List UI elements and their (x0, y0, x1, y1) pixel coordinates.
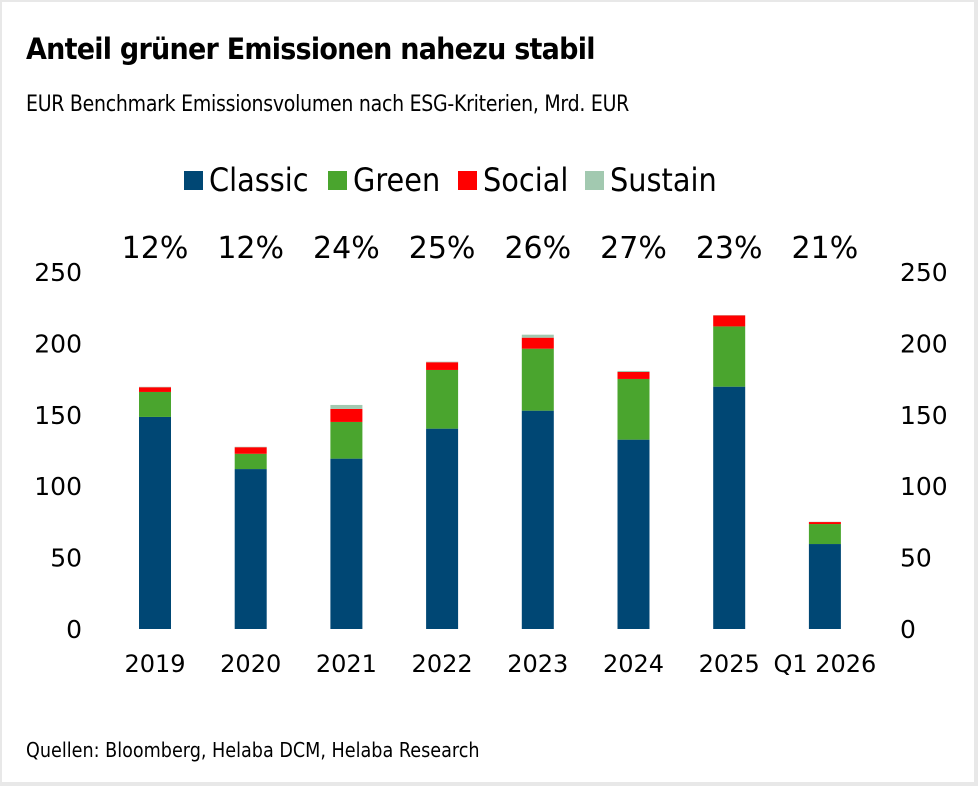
y-tick-left-0: 0 (66, 615, 82, 644)
legend-label-green: Green (352, 161, 440, 199)
legend-label-classic: Classic (209, 161, 309, 199)
green-share-label-2019: 12% (122, 231, 189, 266)
legend-swatch-sustain (585, 170, 605, 190)
y-tick-right-200: 200 (900, 329, 948, 358)
y-tick-right-250: 250 (900, 258, 948, 287)
bar-green-2024 (617, 378, 650, 440)
y-tick-left-150: 150 (34, 401, 82, 430)
bar-group-2024 (617, 370, 650, 629)
bar-group-2025 (713, 315, 746, 629)
bar-classic-2022 (426, 428, 459, 629)
legend-item-classic: Classic (184, 161, 309, 199)
legend-item-green: Green (327, 161, 440, 199)
legend-swatch-green (327, 170, 347, 190)
green-share-label-2023: 26% (504, 231, 571, 266)
bar-sustain-2022 (426, 361, 459, 363)
legend-swatch-social (457, 170, 477, 190)
bar-group-q1-2026 (808, 521, 841, 629)
bar-social-2022 (426, 362, 459, 370)
bar-social-2019 (139, 387, 171, 392)
chart-subtitle: EUR Benchmark Emissionsvolumen nach ESG-… (26, 92, 630, 117)
bar-green-q1-2026 (808, 524, 841, 545)
legend-item-social: Social (457, 161, 568, 199)
bar-social-2020 (234, 447, 267, 454)
y-tick-right-100: 100 (900, 472, 948, 501)
bar-green-2021 (330, 421, 363, 459)
x-tick-2021: 2021 (316, 650, 377, 678)
bar-classic-2020 (234, 469, 267, 629)
chart-title: Anteil grüner Emissionen nahezu stabil (26, 32, 595, 66)
legend-item-sustain: Sustain (585, 161, 718, 199)
bar-group-2019 (139, 386, 171, 629)
green-share-label-2021: 24% (313, 231, 380, 266)
bar-sustain-2023 (521, 334, 554, 338)
bar-green-2023 (521, 348, 554, 411)
legend: Classic Green Social Sustain (184, 158, 737, 202)
bar-green-2022 (426, 369, 459, 429)
bar-sustain-2021 (330, 404, 363, 409)
bar-classic-2025 (713, 386, 746, 629)
legend-label-sustain: Sustain (610, 161, 718, 199)
y-tick-left-250: 250 (34, 258, 82, 287)
bar-group-2023 (521, 334, 554, 629)
bar-group-2021 (330, 404, 363, 629)
bar-group-2022 (426, 361, 459, 629)
x-tick-2024: 2024 (603, 650, 664, 678)
x-tick-2020: 2020 (220, 650, 281, 678)
y-tick-left-200: 200 (34, 329, 82, 358)
y-tick-right-150: 150 (900, 401, 948, 430)
bar-social-q1-2026 (808, 522, 841, 525)
bar-classic-2024 (617, 439, 650, 629)
x-tick-2023: 2023 (507, 650, 568, 678)
green-share-label-2020: 12% (217, 231, 284, 266)
y-tick-left-50: 50 (50, 544, 82, 573)
bar-green-2020 (234, 453, 267, 470)
bar-classic-2021 (330, 458, 363, 629)
bar-social-2023 (521, 337, 554, 349)
bar-sustain-2024 (617, 370, 650, 372)
green-share-label-q1-2026: 21% (792, 231, 859, 266)
bar-classic-2023 (521, 410, 554, 629)
x-tick-2019: 2019 (124, 650, 185, 678)
bar-group-2020 (234, 446, 267, 629)
bar-social-2025 (713, 315, 746, 327)
y-tick-left-100: 100 (34, 472, 82, 501)
bar-green-2025 (713, 326, 746, 387)
legend-label-social: Social (482, 161, 568, 199)
green-share-label-2024: 27% (600, 231, 667, 266)
x-tick-2022: 2022 (412, 650, 473, 678)
y-tick-right-50: 50 (900, 544, 932, 573)
x-tick-q1-2026: Q1 2026 (773, 650, 876, 678)
green-share-label-2025: 23% (696, 231, 763, 266)
bar-classic-2019 (139, 416, 171, 629)
source-note: Quellen: Bloomberg, Helaba DCM, Helaba R… (26, 738, 480, 762)
legend-swatch-classic (184, 170, 203, 190)
y-tick-right-0: 0 (900, 615, 916, 644)
green-share-label-2022: 25% (409, 231, 476, 266)
bar-social-2021 (330, 408, 363, 422)
x-tick-2025: 2025 (699, 650, 760, 678)
bar-classic-q1-2026 (808, 544, 841, 629)
bar-green-2019 (139, 391, 171, 417)
bar-social-2024 (617, 371, 650, 379)
